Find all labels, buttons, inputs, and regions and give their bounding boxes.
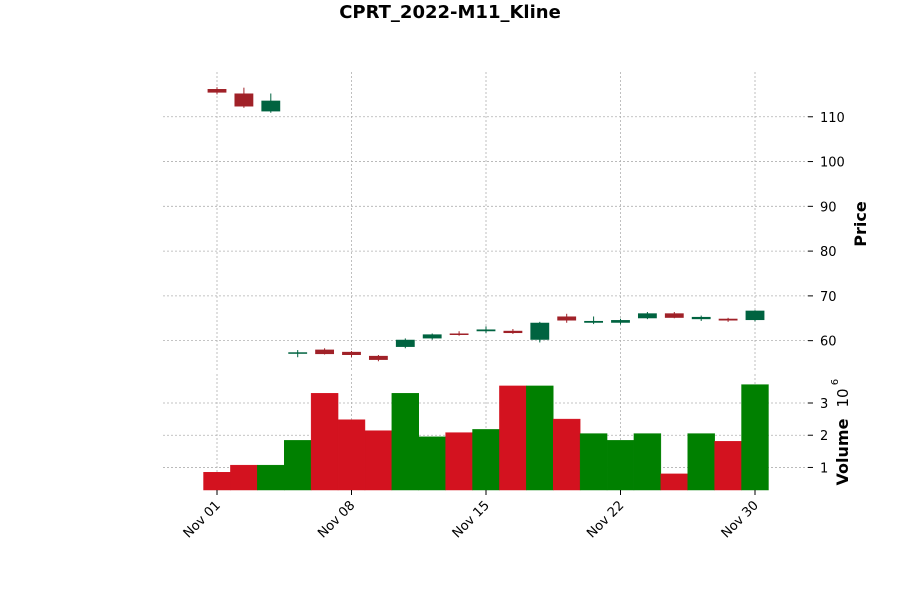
- volume-bar: [660, 473, 688, 491]
- candle-body: [234, 93, 254, 107]
- volume-bars: [203, 384, 769, 491]
- candle-body: [530, 322, 550, 340]
- candle: [530, 321, 550, 343]
- x-tick-label: Nov 15: [450, 498, 493, 541]
- volume-tick-label: 1: [820, 461, 828, 476]
- candle-body: [745, 310, 765, 321]
- candle: [234, 87, 254, 108]
- candle-body: [422, 334, 442, 339]
- price-axis: 60 70 80 90 100 110: [808, 111, 845, 350]
- candle: [584, 316, 604, 325]
- price-tick-label: 100: [820, 156, 845, 171]
- volume-scale-base: 10: [834, 388, 852, 407]
- volume-bar: [633, 433, 662, 491]
- volume-bar: [499, 385, 527, 491]
- candles: [207, 87, 765, 362]
- volume-bar: [391, 393, 420, 491]
- candle: [342, 350, 361, 358]
- volume-tick-label: 3: [820, 397, 828, 412]
- volume-bar: [526, 385, 554, 491]
- candle-body: [611, 320, 630, 323]
- volume-tick-label: 2: [820, 429, 828, 444]
- candle: [368, 354, 388, 362]
- candle-body: [476, 329, 496, 332]
- candle: [503, 329, 523, 334]
- x-tick-label: Nov 22: [584, 498, 627, 541]
- volume-bar: [310, 393, 339, 491]
- candle-body: [637, 313, 657, 319]
- volume-bar: [472, 429, 500, 491]
- x-tick-label: Nov 08: [315, 498, 358, 541]
- volume-bar: [257, 464, 285, 491]
- candle-body: [449, 333, 469, 335]
- volume-bar: [337, 419, 366, 491]
- candle: [288, 350, 308, 358]
- candle-body: [261, 100, 281, 112]
- candle: [422, 333, 442, 340]
- volume-bar: [553, 418, 581, 491]
- volume-bar: [579, 433, 608, 491]
- candle-body: [315, 349, 335, 355]
- candle-body: [664, 313, 684, 318]
- volume-bar: [284, 440, 312, 491]
- volume-axis: 1 2 3: [808, 397, 828, 476]
- candle-body: [342, 351, 361, 355]
- price-gridlines: [163, 72, 808, 372]
- x-tick-label: Nov 30: [719, 498, 762, 541]
- volume-bar: [418, 436, 446, 491]
- candle: [637, 312, 657, 320]
- volume-bar: [714, 441, 742, 491]
- price-tick-label: 80: [820, 245, 837, 260]
- volume-bar: [741, 384, 769, 491]
- volume-bar: [606, 440, 635, 491]
- volume-bar: [364, 430, 393, 491]
- x-tick-label: Nov 01: [181, 498, 224, 541]
- candle: [557, 313, 577, 323]
- candle-body: [368, 355, 388, 360]
- candle-body: [395, 339, 415, 347]
- candle: [691, 315, 711, 321]
- x-axis: Nov 01 Nov 08 Nov 15 Nov 22 Nov 30: [181, 490, 762, 541]
- price-tick-label: 60: [820, 335, 837, 350]
- candle: [261, 93, 281, 113]
- candle-body: [288, 352, 308, 354]
- price-tick-label: 110: [820, 111, 845, 126]
- price-tick-label: 90: [820, 200, 837, 215]
- candle: [395, 338, 415, 349]
- candle-body: [584, 320, 604, 323]
- chart-title: CPRT_2022-M11_Kline: [339, 2, 561, 23]
- candle-body: [207, 89, 227, 93]
- volume-bar: [230, 464, 258, 491]
- candle-body: [557, 316, 577, 321]
- volume-bar: [687, 433, 715, 491]
- volume-bar: [445, 432, 473, 491]
- candle: [315, 348, 335, 355]
- candle: [611, 318, 630, 325]
- volume-scale-exponent: 6: [830, 379, 841, 385]
- candle: [718, 317, 738, 322]
- price-axis-label: Price: [851, 201, 870, 247]
- candle: [664, 312, 684, 319]
- candle: [476, 326, 496, 334]
- candle-body: [503, 330, 523, 334]
- candle-body: [718, 318, 738, 321]
- price-tick-label: 70: [820, 290, 837, 305]
- candle: [207, 87, 227, 95]
- volume-axis-label: Volume: [833, 418, 852, 485]
- volume-bar: [203, 472, 231, 491]
- candle: [745, 310, 765, 322]
- candle-body: [691, 316, 711, 320]
- candle: [449, 331, 469, 336]
